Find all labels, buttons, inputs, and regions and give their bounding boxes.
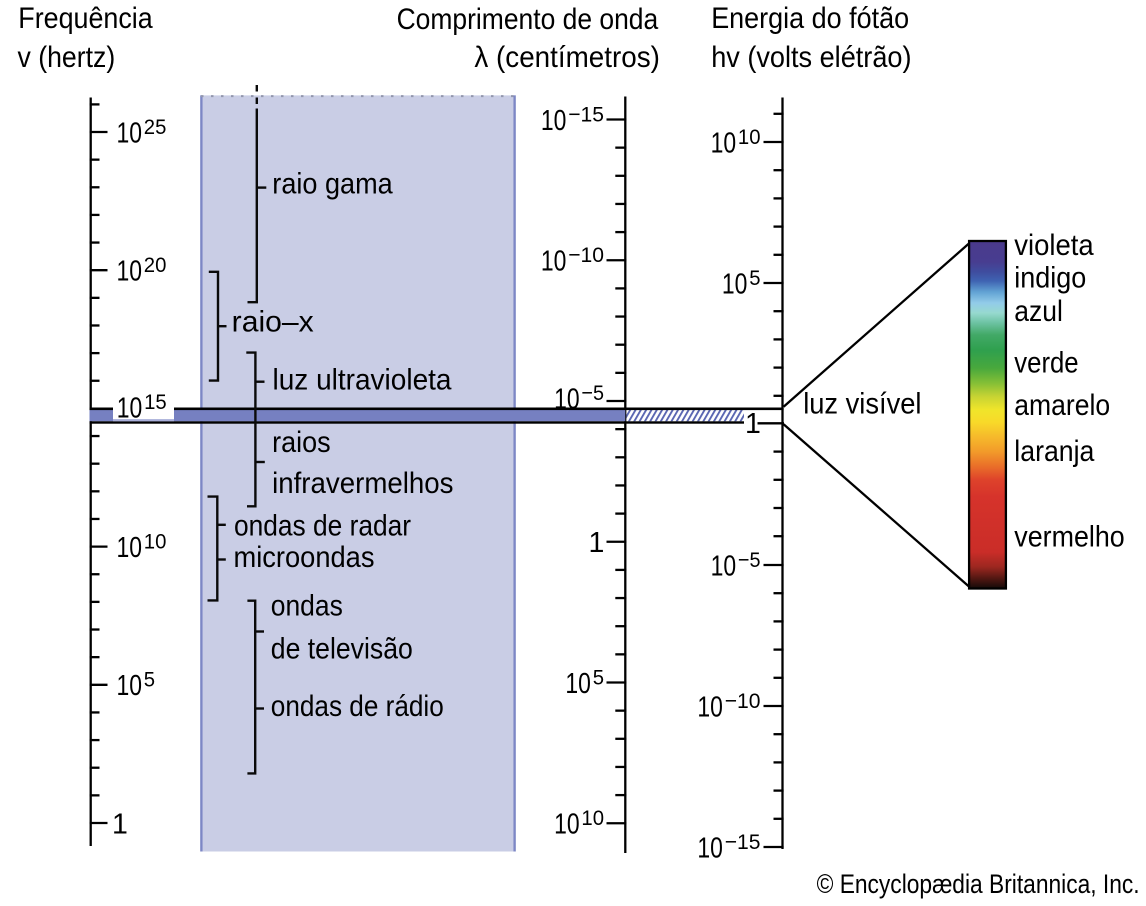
svg-text:15: 15 <box>144 390 167 414</box>
svg-text:vermelho: vermelho <box>1014 521 1124 554</box>
svg-text:de televisão: de televisão <box>271 632 413 665</box>
svg-text:10: 10 <box>117 256 143 288</box>
svg-text:10: 10 <box>565 668 591 700</box>
svg-text:luz visível: luz visível <box>803 388 921 421</box>
svg-text:indigo: indigo <box>1014 262 1086 295</box>
svg-text:Comprimento de onda: Comprimento de onda <box>397 3 659 36</box>
svg-text:−15: −15 <box>725 830 761 854</box>
svg-text:Frequência: Frequência <box>18 2 153 35</box>
svg-text:5: 5 <box>144 668 155 692</box>
svg-text:ondas de rádio: ondas de rádio <box>271 690 444 723</box>
svg-text:−10: −10 <box>725 689 761 713</box>
svg-text:10: 10 <box>117 117 143 149</box>
svg-text:hv (volts elétrão): hv (volts elétrão) <box>711 41 911 74</box>
svg-text:microondas: microondas <box>234 541 375 574</box>
svg-text:laranja: laranja <box>1014 435 1094 468</box>
svg-text:10: 10 <box>722 268 748 300</box>
svg-text:1: 1 <box>112 808 128 840</box>
svg-text:25: 25 <box>144 115 167 139</box>
svg-text:10: 10 <box>541 105 567 137</box>
svg-text:ondas de radar: ondas de radar <box>234 510 411 543</box>
svg-text:−10: −10 <box>568 243 604 267</box>
svg-text:© Encyclopædia Britannica, Inc: © Encyclopædia Britannica, Inc. <box>817 869 1140 899</box>
svg-text:10: 10 <box>711 550 737 582</box>
svg-text:infravermelhos: infravermelhos <box>272 467 453 500</box>
svg-text:10: 10 <box>144 530 167 554</box>
svg-text:10: 10 <box>541 246 567 278</box>
svg-text:verde: verde <box>1014 347 1078 380</box>
svg-text:10: 10 <box>738 125 761 149</box>
svg-text:5: 5 <box>593 665 604 689</box>
svg-text:−5: −5 <box>738 548 761 572</box>
svg-text:10: 10 <box>697 832 723 864</box>
svg-text:1: 1 <box>745 408 761 440</box>
svg-text:v (hertz): v (hertz) <box>18 41 116 74</box>
svg-text:azul: azul <box>1014 295 1063 328</box>
svg-text:violeta: violeta <box>1014 229 1094 262</box>
svg-text:λ (centímetros): λ (centímetros) <box>474 41 660 74</box>
svg-text:10: 10 <box>581 806 604 830</box>
svg-text:5: 5 <box>749 266 760 290</box>
svg-text:raio gama: raio gama <box>272 168 393 201</box>
svg-text:ondas: ondas <box>271 589 343 622</box>
svg-text:10: 10 <box>554 809 580 841</box>
svg-text:raio–x: raio–x <box>232 306 314 339</box>
svg-text:Energia do fótão: Energia do fótão <box>711 2 909 35</box>
svg-text:10: 10 <box>117 532 143 564</box>
svg-text:1: 1 <box>589 527 605 559</box>
svg-text:20: 20 <box>144 253 167 277</box>
svg-text:−5: −5 <box>581 381 604 405</box>
svg-text:10: 10 <box>697 691 723 723</box>
svg-text:10: 10 <box>117 670 143 702</box>
svg-text:raios: raios <box>272 426 331 459</box>
svg-text:−15: −15 <box>568 102 604 126</box>
svg-text:10: 10 <box>117 393 143 425</box>
svg-text:10: 10 <box>711 127 737 159</box>
svg-text:amarelo: amarelo <box>1014 389 1110 422</box>
svg-text:luz ultravioleta: luz ultravioleta <box>273 364 452 397</box>
